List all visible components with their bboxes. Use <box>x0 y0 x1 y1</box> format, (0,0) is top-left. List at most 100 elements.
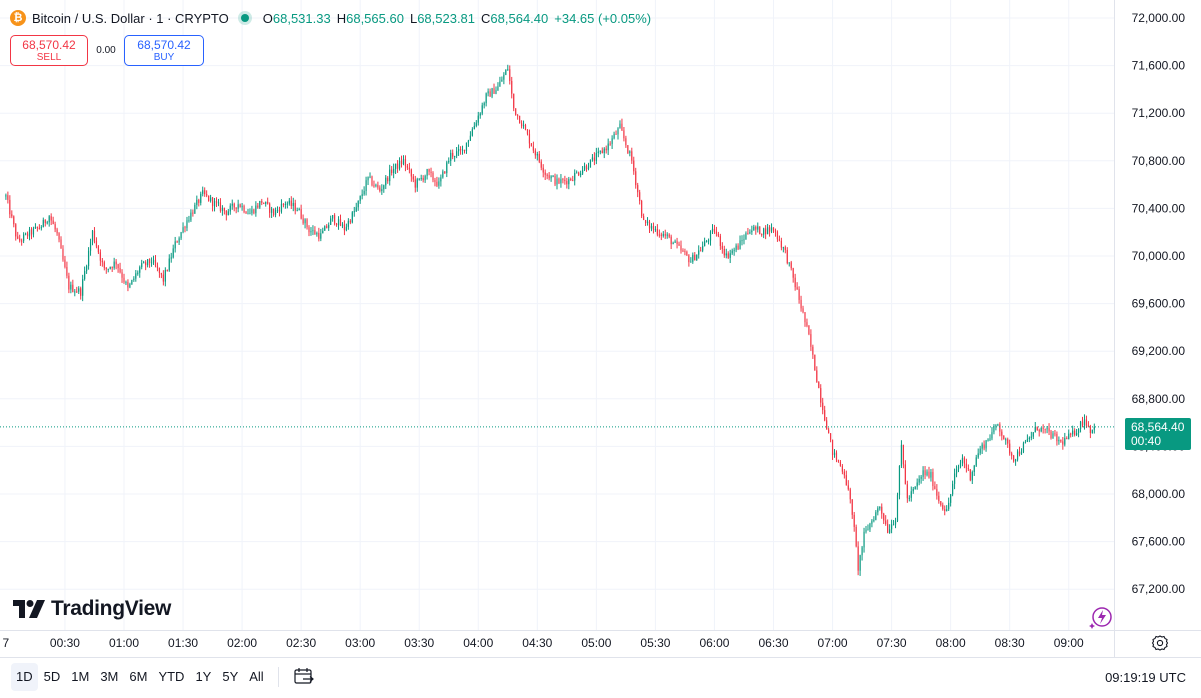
candle <box>857 541 859 576</box>
lightning-icon[interactable] <box>1089 605 1115 631</box>
range-5y-button[interactable]: 5Y <box>222 669 239 684</box>
candle-body <box>739 240 741 250</box>
settings-icon[interactable] <box>1151 634 1169 652</box>
candle <box>56 227 58 236</box>
candle-body <box>103 262 105 268</box>
candle <box>493 83 495 94</box>
buy-price: 68,570.42 <box>137 37 191 52</box>
go-to-date-button[interactable] <box>289 667 319 687</box>
candle <box>928 466 930 479</box>
y-tick-label: 67,200.00 <box>1132 582 1186 596</box>
candle <box>487 88 489 97</box>
candle <box>489 88 491 97</box>
candle-body <box>178 238 180 243</box>
candle-body <box>1005 439 1007 441</box>
buy-button[interactable]: 68,570.42 BUY <box>124 35 204 66</box>
candle <box>890 519 893 534</box>
sell-button[interactable]: 68,570.42 SELL <box>10 35 88 66</box>
candle-body <box>1026 439 1028 442</box>
candle <box>924 466 926 480</box>
candle <box>30 227 33 240</box>
candle-body <box>965 463 967 469</box>
candle <box>17 231 19 240</box>
candle <box>135 270 137 282</box>
candle <box>818 381 820 389</box>
candle <box>469 131 471 142</box>
range-6m-button[interactable]: 6M <box>129 669 148 684</box>
candle-body <box>686 251 688 256</box>
range-ytd-button[interactable]: YTD <box>158 669 185 684</box>
calendar-icon <box>294 668 314 684</box>
candle-body <box>60 239 62 249</box>
candle <box>550 175 552 182</box>
y-tick-label: 69,600.00 <box>1132 297 1186 311</box>
candle <box>280 199 283 214</box>
candle-body <box>241 206 243 208</box>
candle <box>581 166 584 176</box>
range-5d-button[interactable]: 5D <box>43 669 61 684</box>
candle <box>465 142 468 154</box>
candle <box>180 231 182 241</box>
candle <box>513 93 515 112</box>
candle-body <box>759 226 761 235</box>
utc-clock[interactable]: 09:19:19 UTC <box>1105 670 1186 685</box>
candle-body <box>208 195 210 201</box>
candle-body <box>50 216 52 221</box>
candle-body <box>934 486 936 490</box>
candle-body <box>491 88 493 97</box>
candle <box>367 176 369 186</box>
candle <box>727 251 729 259</box>
candle <box>940 501 942 507</box>
candle-body <box>1076 433 1078 436</box>
candle-body <box>867 529 869 531</box>
candle <box>946 505 948 512</box>
candle <box>715 226 718 237</box>
range-1y-button[interactable]: 1Y <box>195 669 212 684</box>
candle <box>129 282 131 289</box>
candle <box>229 203 231 215</box>
candle-body <box>804 312 806 323</box>
range-1d-button[interactable]: 1D <box>11 663 38 691</box>
candle-body <box>495 90 497 94</box>
candle-body <box>705 241 708 243</box>
candle <box>863 527 865 553</box>
candle <box>154 255 157 268</box>
candle <box>768 225 771 237</box>
candle <box>611 135 613 149</box>
time-axis[interactable]: 7 00:30 01:00 01:30 02:00 02:30 03:00 03:30 04:0… <box>3 636 1085 650</box>
candle-body <box>306 219 308 228</box>
symbol-title[interactable]: Bitcoin / U.S. Dollar · 1 · CRYPTO <box>32 10 229 26</box>
candle-body <box>387 177 389 182</box>
candle-body <box>459 149 462 151</box>
candle <box>457 144 460 156</box>
candle <box>666 232 668 239</box>
candle-body <box>483 103 485 106</box>
candle <box>829 433 832 443</box>
candle-body <box>68 275 70 290</box>
candle <box>318 227 320 242</box>
candle <box>182 222 184 234</box>
candle-body <box>101 260 103 263</box>
candle <box>330 215 332 225</box>
price-chart[interactable]: 72,000.00 71,600.00 71,200.00 70,800.00 70,4… <box>0 0 1201 657</box>
candle <box>511 76 513 99</box>
candle-body <box>450 152 452 161</box>
candle-body <box>991 432 993 439</box>
candle <box>558 177 560 185</box>
candle <box>896 492 899 523</box>
candle-body <box>755 226 757 230</box>
candle-body <box>979 448 981 454</box>
range-1m-button[interactable]: 1M <box>71 669 90 684</box>
candle <box>735 243 737 253</box>
candle-body <box>1066 438 1068 440</box>
candle-body <box>997 424 999 426</box>
price-axis[interactable]: 72,000.00 71,600.00 71,200.00 70,800.00 70,4… <box>1132 11 1186 596</box>
candle <box>985 439 987 452</box>
range-3m-button[interactable]: 3M <box>100 669 119 684</box>
low-value: 68,523.81 <box>417 10 476 26</box>
candle-body <box>391 169 393 174</box>
tradingview-logo[interactable]: TradingView <box>13 597 171 621</box>
candle <box>552 174 554 178</box>
range-all-button[interactable]: All <box>249 669 264 684</box>
candle <box>467 139 470 147</box>
